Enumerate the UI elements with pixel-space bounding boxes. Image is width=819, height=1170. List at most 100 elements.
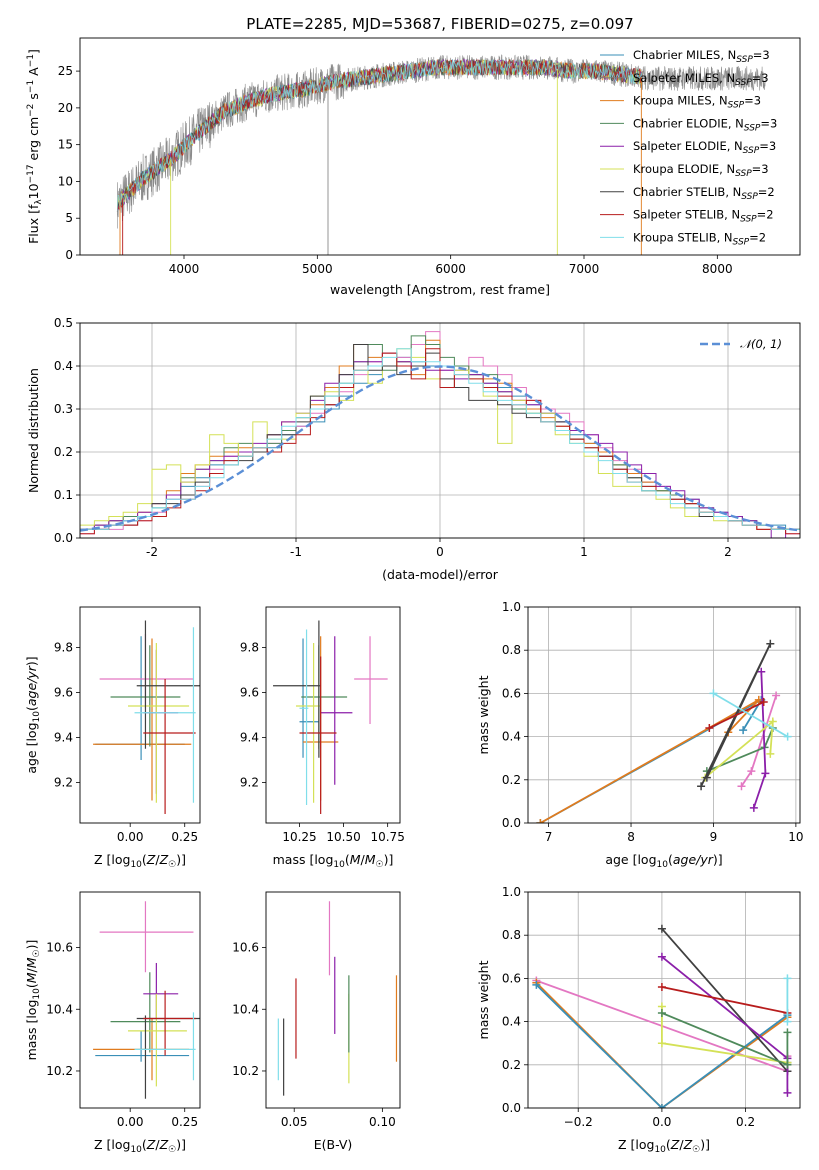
mass_vs_Z-x-label: Z [log10(Z/Z☉)] <box>94 1137 186 1155</box>
y-tick-label: 0.1 <box>54 488 73 502</box>
x-tick-label: 0.2 <box>736 1115 755 1129</box>
y-tick-label: 0.6 <box>502 686 521 700</box>
massweight_vs_age-y-label: mass weight <box>476 675 491 754</box>
y-tick-label: 0.4 <box>54 359 73 373</box>
age_vs_Z-y-label-group: age [log10(age/yr)] <box>24 656 42 773</box>
errorbar-point <box>143 679 196 814</box>
age_vs_mass-x-label-part: ( <box>345 852 350 867</box>
y-tick-label: 9.8 <box>54 641 73 655</box>
age_vs_mass-x-label-part: ☉ <box>376 860 384 870</box>
legend-entry-part: SSP <box>735 78 752 88</box>
weight-marker <box>783 732 792 741</box>
errorbar-point <box>295 643 321 803</box>
legend-entry-part: SSP <box>744 123 761 133</box>
y-tick-label: 0.5 <box>54 316 73 330</box>
age_vs_Z-y-label-part: age/yr <box>24 665 39 706</box>
mass_vs_Z-y-label-part: M <box>24 957 39 968</box>
y-tick-label: 0.8 <box>502 643 521 657</box>
age_vs_Z-y-label-part: )] <box>24 656 39 666</box>
errorbar-point <box>95 1030 190 1062</box>
spectrum-y-label-part: −1 <box>26 80 36 93</box>
errorbar-point <box>299 638 319 758</box>
massweight_vs_Z-plot-area <box>532 924 792 1108</box>
x-tick-label: 4000 <box>169 262 200 276</box>
y-tick-label: 9.4 <box>240 731 259 745</box>
legend-entry-part: SSP <box>733 237 750 247</box>
age_vs_Z-x-label-part: ☉ <box>168 860 176 870</box>
weight-marker <box>768 717 777 726</box>
x-tick-label: 9 <box>710 830 718 844</box>
residuals-frame <box>79 322 801 539</box>
x-tick-label: 0.10 <box>369 1115 396 1129</box>
weight-marker <box>783 974 792 983</box>
massweight_vs_Z-x-label-part: Z <box>683 1137 693 1152</box>
mass_vs_ebv-x-label: E(B-V) <box>314 1137 353 1152</box>
weight-marker <box>657 1039 666 1048</box>
y-tick-label: 9.2 <box>54 776 73 790</box>
legend-entry-part: =2 <box>757 208 774 222</box>
weight-series <box>697 639 775 791</box>
y-tick-label: 9.2 <box>240 776 259 790</box>
spectrum-y-label: Flux [fλ10−17 erg cm−2 s−1 A−1] <box>26 49 44 244</box>
mass_vs_Z-frame <box>79 891 201 1109</box>
x-tick-label: −0.2 <box>564 1115 593 1129</box>
massweight_vs_age-axes: 7 8 9 10 0.0 0.2 0.4 0.6 0.8 1.0 <box>502 600 804 844</box>
residuals-axes: -2 -1 0 1 2 0.0 0.1 0.2 0.3 0.4 0.5 <box>54 316 800 559</box>
massweight_vs_Z-x-label-part: Z [log <box>618 1137 654 1152</box>
weight-line <box>661 986 788 1014</box>
x-tick-label: 6000 <box>435 262 466 276</box>
age_vs_Z-plot-area <box>93 620 200 814</box>
errorbar-point <box>136 1015 200 1099</box>
errorbar-point <box>134 1012 196 1081</box>
legend-entry-part: Kroupa ELODIE, N <box>633 162 735 176</box>
legend-entry: Kroupa MILES, NSSP=3 <box>633 94 761 111</box>
x-tick-label: 0.25 <box>171 830 198 844</box>
weight-line <box>661 1012 789 1067</box>
residuals-plot-area <box>80 331 800 538</box>
legend-entry: Chabrier STELIB, NSSP=2 <box>633 185 775 202</box>
weight-marker <box>749 803 758 812</box>
y-tick-label: 10.4 <box>232 1002 259 1016</box>
spectrum-y-label-part: −17 <box>26 164 36 183</box>
x-tick-label: 7 <box>545 830 553 844</box>
age_vs_Z-y-label-part: age [log <box>24 722 39 773</box>
legend-entry-part: =3 <box>752 162 769 176</box>
x-tick-label: -1 <box>290 545 302 559</box>
massweight_vs_Z-x-label-part: )] <box>700 1137 710 1152</box>
histogram-series <box>80 348 800 538</box>
weight-marker <box>783 1017 792 1026</box>
spectrum-y-label-part: erg cm <box>26 117 41 165</box>
y-tick-label: 9.6 <box>240 686 259 700</box>
massweight_vs_age-x-label-part: age [log <box>605 852 656 867</box>
errorbar-point <box>134 627 196 803</box>
y-tick-label: 0.3 <box>54 402 73 416</box>
legend-entry: Kroupa ELODIE, NSSP=3 <box>633 162 769 179</box>
age_vs_Z-x-label: Z [log10(Z/Z☉)] <box>94 852 186 870</box>
legend-entry: Salpeter MILES, NSSP=3 <box>633 71 769 88</box>
x-tick-label: 8000 <box>702 262 733 276</box>
y-tick-label: 0.4 <box>502 730 521 744</box>
x-tick-label: 10 <box>788 830 803 844</box>
weight-line <box>661 956 789 1093</box>
legend-entry-part: SSP <box>736 55 753 65</box>
legend-entry: 𝒩(0, 1) <box>740 337 782 351</box>
spectrum-y-label-part: −2 <box>26 104 36 117</box>
y-tick-label: 0.0 <box>502 816 521 830</box>
y-tick-label: 0.2 <box>502 1058 521 1072</box>
y-tick-label: 10.2 <box>232 1064 259 1078</box>
weight-marker <box>697 782 706 791</box>
legend-entry-part: Kroupa STELIB, N <box>633 230 733 244</box>
age_vs_Z-frame <box>79 606 201 824</box>
spectrum-axes: 4000 5000 6000 7000 8000 0 5 10 15 20 25 <box>58 64 733 276</box>
x-tick-label: 10.75 <box>370 830 404 844</box>
x-tick-label: 7000 <box>569 262 600 276</box>
errorbar-point <box>273 620 321 758</box>
errorbar-point <box>299 656 337 814</box>
x-tick-label: 0.00 <box>117 1115 144 1129</box>
weight-series <box>705 698 768 732</box>
weight-series <box>657 983 792 1017</box>
y-tick-label: 15 <box>58 138 73 152</box>
age_vs_mass-x-label-part: 10 <box>333 860 345 870</box>
mass_vs_Z-y-label-group: mass [log10(M/M☉)] <box>24 940 42 1061</box>
spectrum-plot-area <box>116 54 766 255</box>
